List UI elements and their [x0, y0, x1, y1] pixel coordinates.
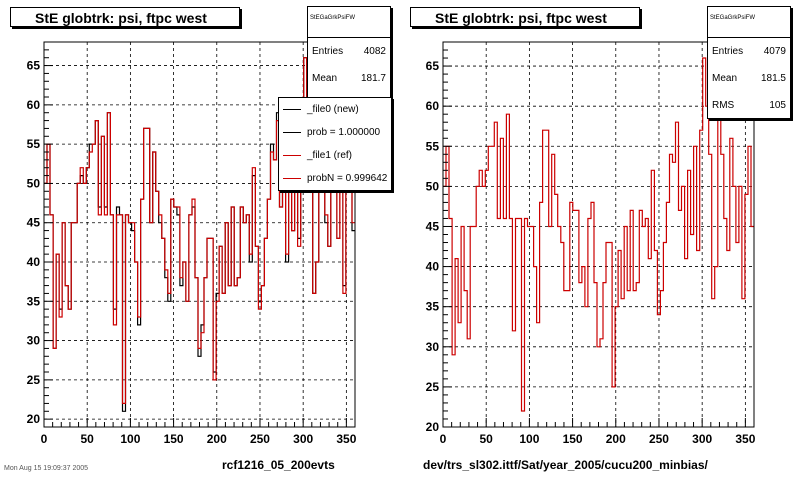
chart-1-stats-box: StEGaGrkPsiFW Entries 4082 Mean 181.7: [307, 6, 391, 101]
legend-item-probn: probN = 0.999642: [279, 167, 391, 190]
y-tick-label: 65: [426, 59, 440, 73]
chart-1-title: StE globtrk: psi, ftpc west: [10, 7, 240, 27]
x-tick-label: 250: [649, 432, 669, 446]
x-tick-label: 200: [207, 432, 227, 446]
stats-row-mean: Mean 181.7: [312, 73, 386, 84]
stats-row-entries: Entries 4079: [712, 46, 786, 57]
footer-timestamp: Mon Aug 15 19:09:37 2005: [4, 465, 89, 472]
x-tick-label: 250: [250, 432, 270, 446]
y-tick-label: 60: [27, 98, 41, 112]
y-tick-label: 20: [27, 412, 41, 426]
y-tick-label: 50: [27, 176, 41, 190]
x-tick-label: 300: [692, 432, 712, 446]
x-tick-label: 0: [41, 432, 48, 446]
legend-swatch: [283, 132, 301, 133]
y-tick-label: 35: [426, 300, 440, 314]
y-tick-label: 40: [426, 260, 440, 274]
stats-name: StEGaGrkPsiFW: [308, 7, 390, 38]
chart-2-title: StE globtrk: psi, ftpc west: [410, 7, 640, 27]
x-tick-label: 200: [606, 432, 626, 446]
y-tick-label: 55: [426, 139, 440, 153]
legend-swatch: [283, 178, 301, 179]
x-tick-label: 350: [336, 432, 356, 446]
x-tick-label: 0: [440, 432, 447, 446]
legend-item-prob: prob = 1.000000: [279, 121, 391, 144]
x-tick-label: 350: [735, 432, 755, 446]
series-line-1: [44, 57, 355, 404]
x-tick-label: 150: [164, 432, 184, 446]
legend-swatch: [283, 109, 301, 110]
y-tick-label: 60: [426, 99, 440, 113]
legend-swatch: [283, 155, 301, 156]
y-tick-label: 30: [27, 334, 41, 348]
stats-row-entries: Entries 4082: [312, 46, 386, 57]
chart-2-xlabel: dev/trs_sl302.ittf/Sat/year_2005/cucu200…: [423, 458, 708, 472]
x-tick-label: 300: [293, 432, 313, 446]
chart-2-stats-box: StEGaGrkPsiFW Entries 4079 Mean 181.5 RMS 1…: [707, 6, 791, 119]
y-tick-label: 25: [27, 373, 41, 387]
y-tick-label: 35: [27, 294, 41, 308]
x-tick-label: 100: [519, 432, 539, 446]
stats-row-rms: RMS 105: [712, 100, 786, 111]
x-tick-label: 150: [563, 432, 583, 446]
x-tick-label: 50: [81, 432, 95, 446]
x-tick-label: 50: [480, 432, 494, 446]
y-tick-label: 25: [426, 380, 440, 394]
legend-item-file1: _file1 (ref): [279, 144, 391, 167]
chart-1-xlabel: rcf1216_05_200evts: [222, 458, 335, 472]
stats-row-mean: Mean 181.5: [712, 73, 786, 84]
y-tick-label: 65: [27, 59, 41, 73]
chart-1-legend: _file0 (new) prob = 1.000000 _file1 (ref…: [278, 97, 392, 191]
y-tick-label: 40: [27, 255, 41, 269]
y-tick-label: 55: [27, 137, 41, 151]
y-tick-label: 30: [426, 340, 440, 354]
x-tick-label: 100: [120, 432, 140, 446]
y-tick-label: 45: [27, 216, 41, 230]
series-line-0: [443, 57, 754, 412]
y-tick-label: 50: [426, 179, 440, 193]
stats-name: StEGaGrkPsiFW: [708, 7, 790, 38]
y-tick-label: 20: [426, 420, 440, 434]
legend-item-file0: _file0 (new): [279, 98, 391, 121]
y-tick-label: 45: [426, 219, 440, 233]
